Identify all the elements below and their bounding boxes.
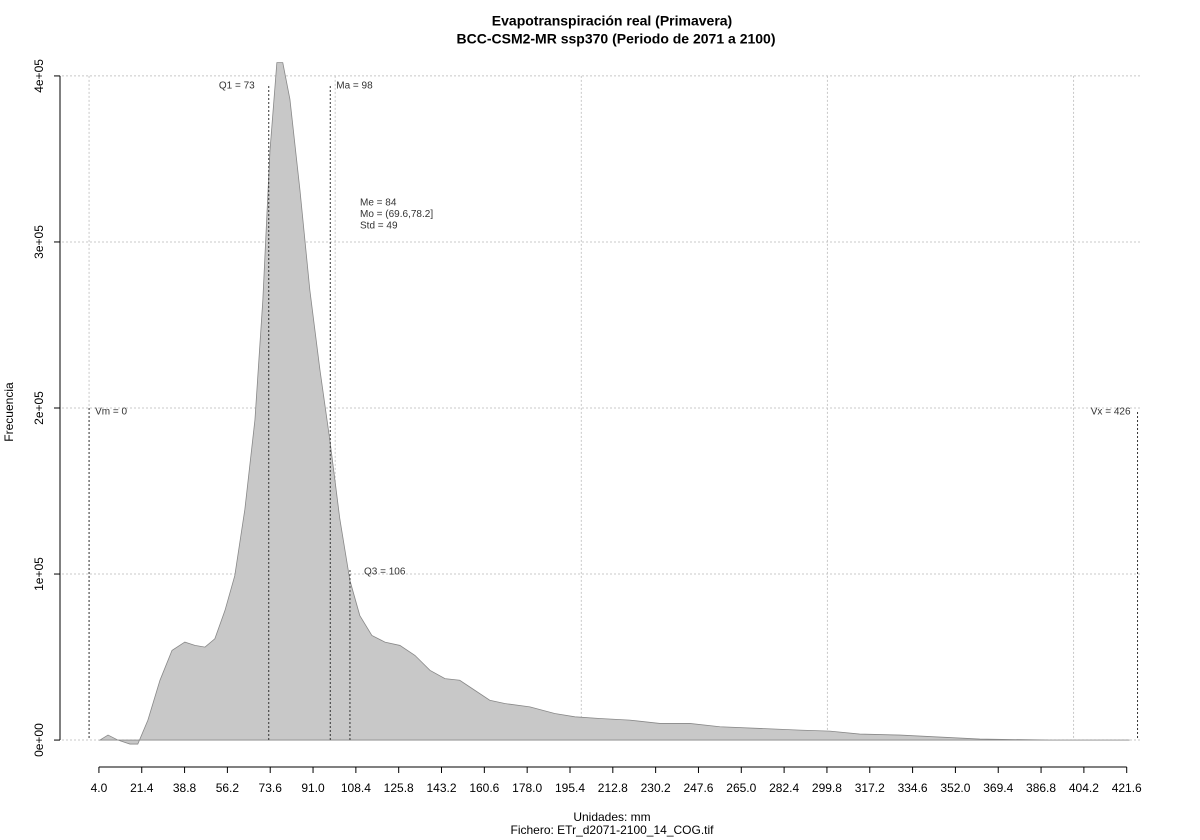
x-tick-label: 108.4 [341, 781, 371, 795]
marker-label: Vm = 0 [95, 407, 127, 418]
density-area [98, 62, 1130, 745]
stat-label: Std = 49 [360, 221, 398, 232]
marker-label: Q3 = 106 [364, 567, 406, 578]
x-tick-label: 230.2 [641, 781, 671, 795]
x-tick-label: 352.0 [940, 781, 970, 795]
chart-subtitle: BCC-CSM2-MR ssp370 (Periodo de 2071 a 21… [457, 31, 776, 47]
x-tick-label: 369.4 [983, 781, 1013, 795]
x-tick-label: 299.8 [812, 781, 842, 795]
x-tick-label: 421.6 [1112, 781, 1142, 795]
marker-label: Q1 = 73 [219, 81, 255, 92]
x-tick-label: 317.2 [855, 781, 885, 795]
chart-title: Evapotranspiración real (Primavera) [492, 13, 732, 29]
marker-label: Ma = 98 [336, 81, 373, 92]
caption: Fichero: ETr_d2071-2100_14_COG.tif [511, 823, 715, 837]
y-tick-label: 2e+05 [32, 391, 46, 425]
x-tick-label: 334.6 [898, 781, 928, 795]
x-tick-label: 38.8 [173, 781, 197, 795]
stat-label: Me = 84 [360, 198, 397, 209]
y-tick-label: 0e+00 [32, 723, 46, 757]
x-tick-label: 404.2 [1069, 781, 1099, 795]
x-tick-label: 265.0 [726, 781, 756, 795]
x-axis-label: Unidades: mm [573, 810, 650, 824]
x-tick-label: 178.0 [512, 781, 542, 795]
marker-label: Vx = 426 [1091, 407, 1131, 418]
x-tick-label: 195.4 [555, 781, 585, 795]
x-tick-label: 143.2 [426, 781, 456, 795]
stat-label: Mo = (69.6,78.2] [360, 209, 433, 220]
x-tick-label: 4.0 [91, 781, 108, 795]
x-tick-label: 56.2 [216, 781, 240, 795]
x-tick-label: 282.4 [769, 781, 799, 795]
y-tick-label: 1e+05 [32, 557, 46, 591]
x-tick-label: 247.6 [683, 781, 713, 795]
x-tick-label: 73.6 [259, 781, 283, 795]
x-tick-label: 91.0 [301, 781, 325, 795]
y-tick-label: 4e+05 [32, 59, 46, 93]
x-tick-label: 21.4 [130, 781, 154, 795]
x-tick-label: 212.8 [598, 781, 628, 795]
x-tick-label: 125.8 [384, 781, 414, 795]
x-tick-label: 386.8 [1026, 781, 1056, 795]
y-tick-label: 3e+05 [32, 225, 46, 259]
x-tick-label: 160.6 [469, 781, 499, 795]
y-axis-label: Frecuencia [2, 382, 16, 442]
